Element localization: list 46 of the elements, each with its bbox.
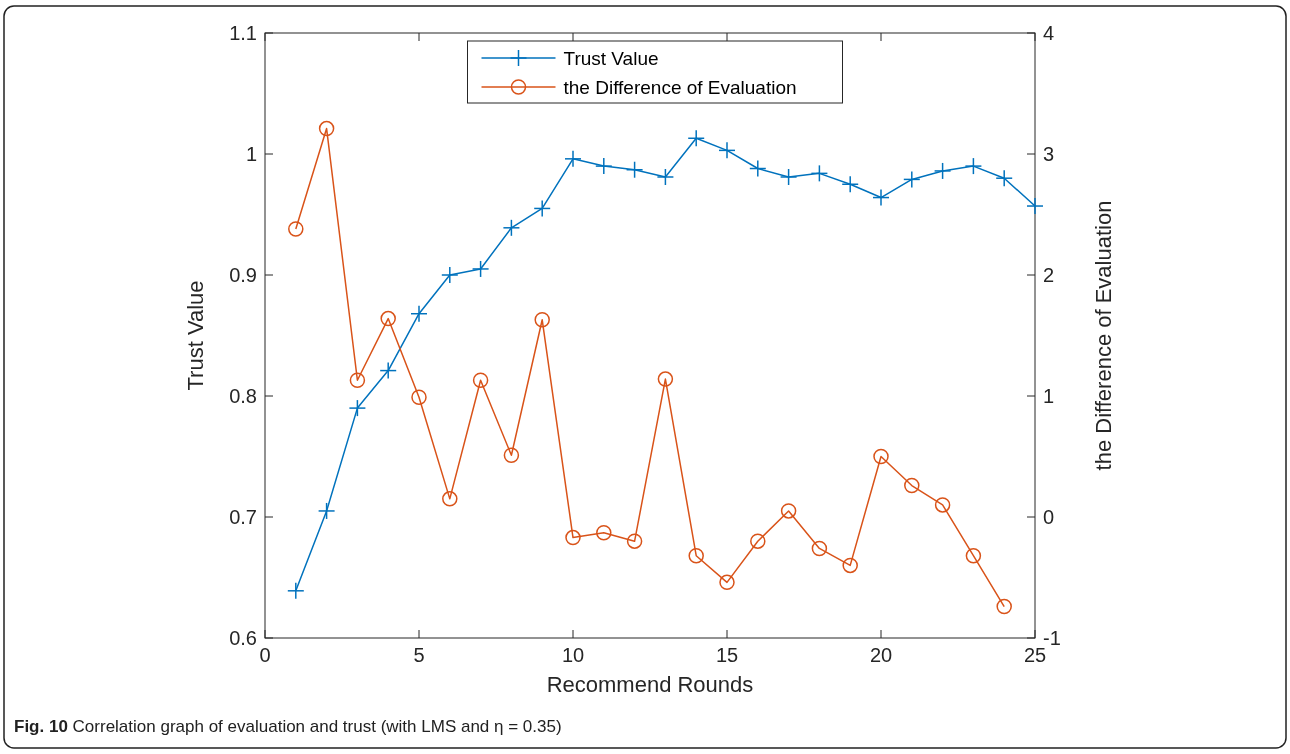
- point: [904, 477, 920, 494]
- y2-tick-label: 4: [1043, 22, 1055, 44]
- point: [411, 389, 427, 405]
- point: [288, 221, 304, 237]
- y2-tick-label: 1: [1043, 385, 1055, 407]
- point: [811, 540, 828, 557]
- point: [503, 447, 520, 464]
- point: [596, 524, 612, 541]
- x-axis-title: Recommend Rounds: [546, 672, 754, 697]
- point: [719, 574, 735, 591]
- point: [688, 547, 704, 564]
- point: [565, 529, 581, 546]
- legend-label: the Difference of Evaluation: [563, 77, 797, 98]
- y-tick-label: 0.7: [229, 506, 257, 528]
- y-tick-label: 0.6: [229, 627, 257, 649]
- x-tick-label: 5: [413, 644, 425, 666]
- x-tick-label: 10: [561, 644, 585, 666]
- point: [996, 598, 1012, 615]
- point: [626, 533, 643, 549]
- point: [750, 533, 766, 549]
- point: [842, 557, 858, 574]
- point: [873, 448, 889, 465]
- x-tick-label: 20: [869, 644, 893, 666]
- y-tick-label: 0.9: [229, 264, 257, 286]
- caption: Fig. 10 Correlation graph of evaluation and trust (with LMS and η = 0.35): [14, 717, 562, 736]
- point: [442, 491, 458, 507]
- legend-label: Trust Value: [563, 48, 659, 69]
- y-tick-label: 1: [245, 143, 257, 165]
- point: [534, 312, 550, 328]
- point: [380, 310, 396, 327]
- point: [318, 120, 335, 137]
- y2-tick-label: 3: [1043, 143, 1055, 165]
- x-tick-label: 15: [715, 644, 739, 666]
- point: [934, 497, 951, 513]
- y2-tick-label: 2: [1043, 264, 1055, 286]
- point: [780, 503, 797, 519]
- point: [472, 372, 489, 389]
- point: [657, 371, 674, 387]
- y2-tick-label: 0: [1043, 506, 1055, 528]
- point: [349, 372, 366, 389]
- y2-axis-title: the Difference of Evaluation: [1091, 200, 1116, 471]
- x-tick-label: 0: [259, 644, 271, 666]
- y-tick-label: 0.8: [229, 385, 257, 407]
- y-tick-label: 1.1: [229, 22, 257, 44]
- y-axis-title: Trust Value: [183, 280, 208, 391]
- point: [965, 547, 982, 564]
